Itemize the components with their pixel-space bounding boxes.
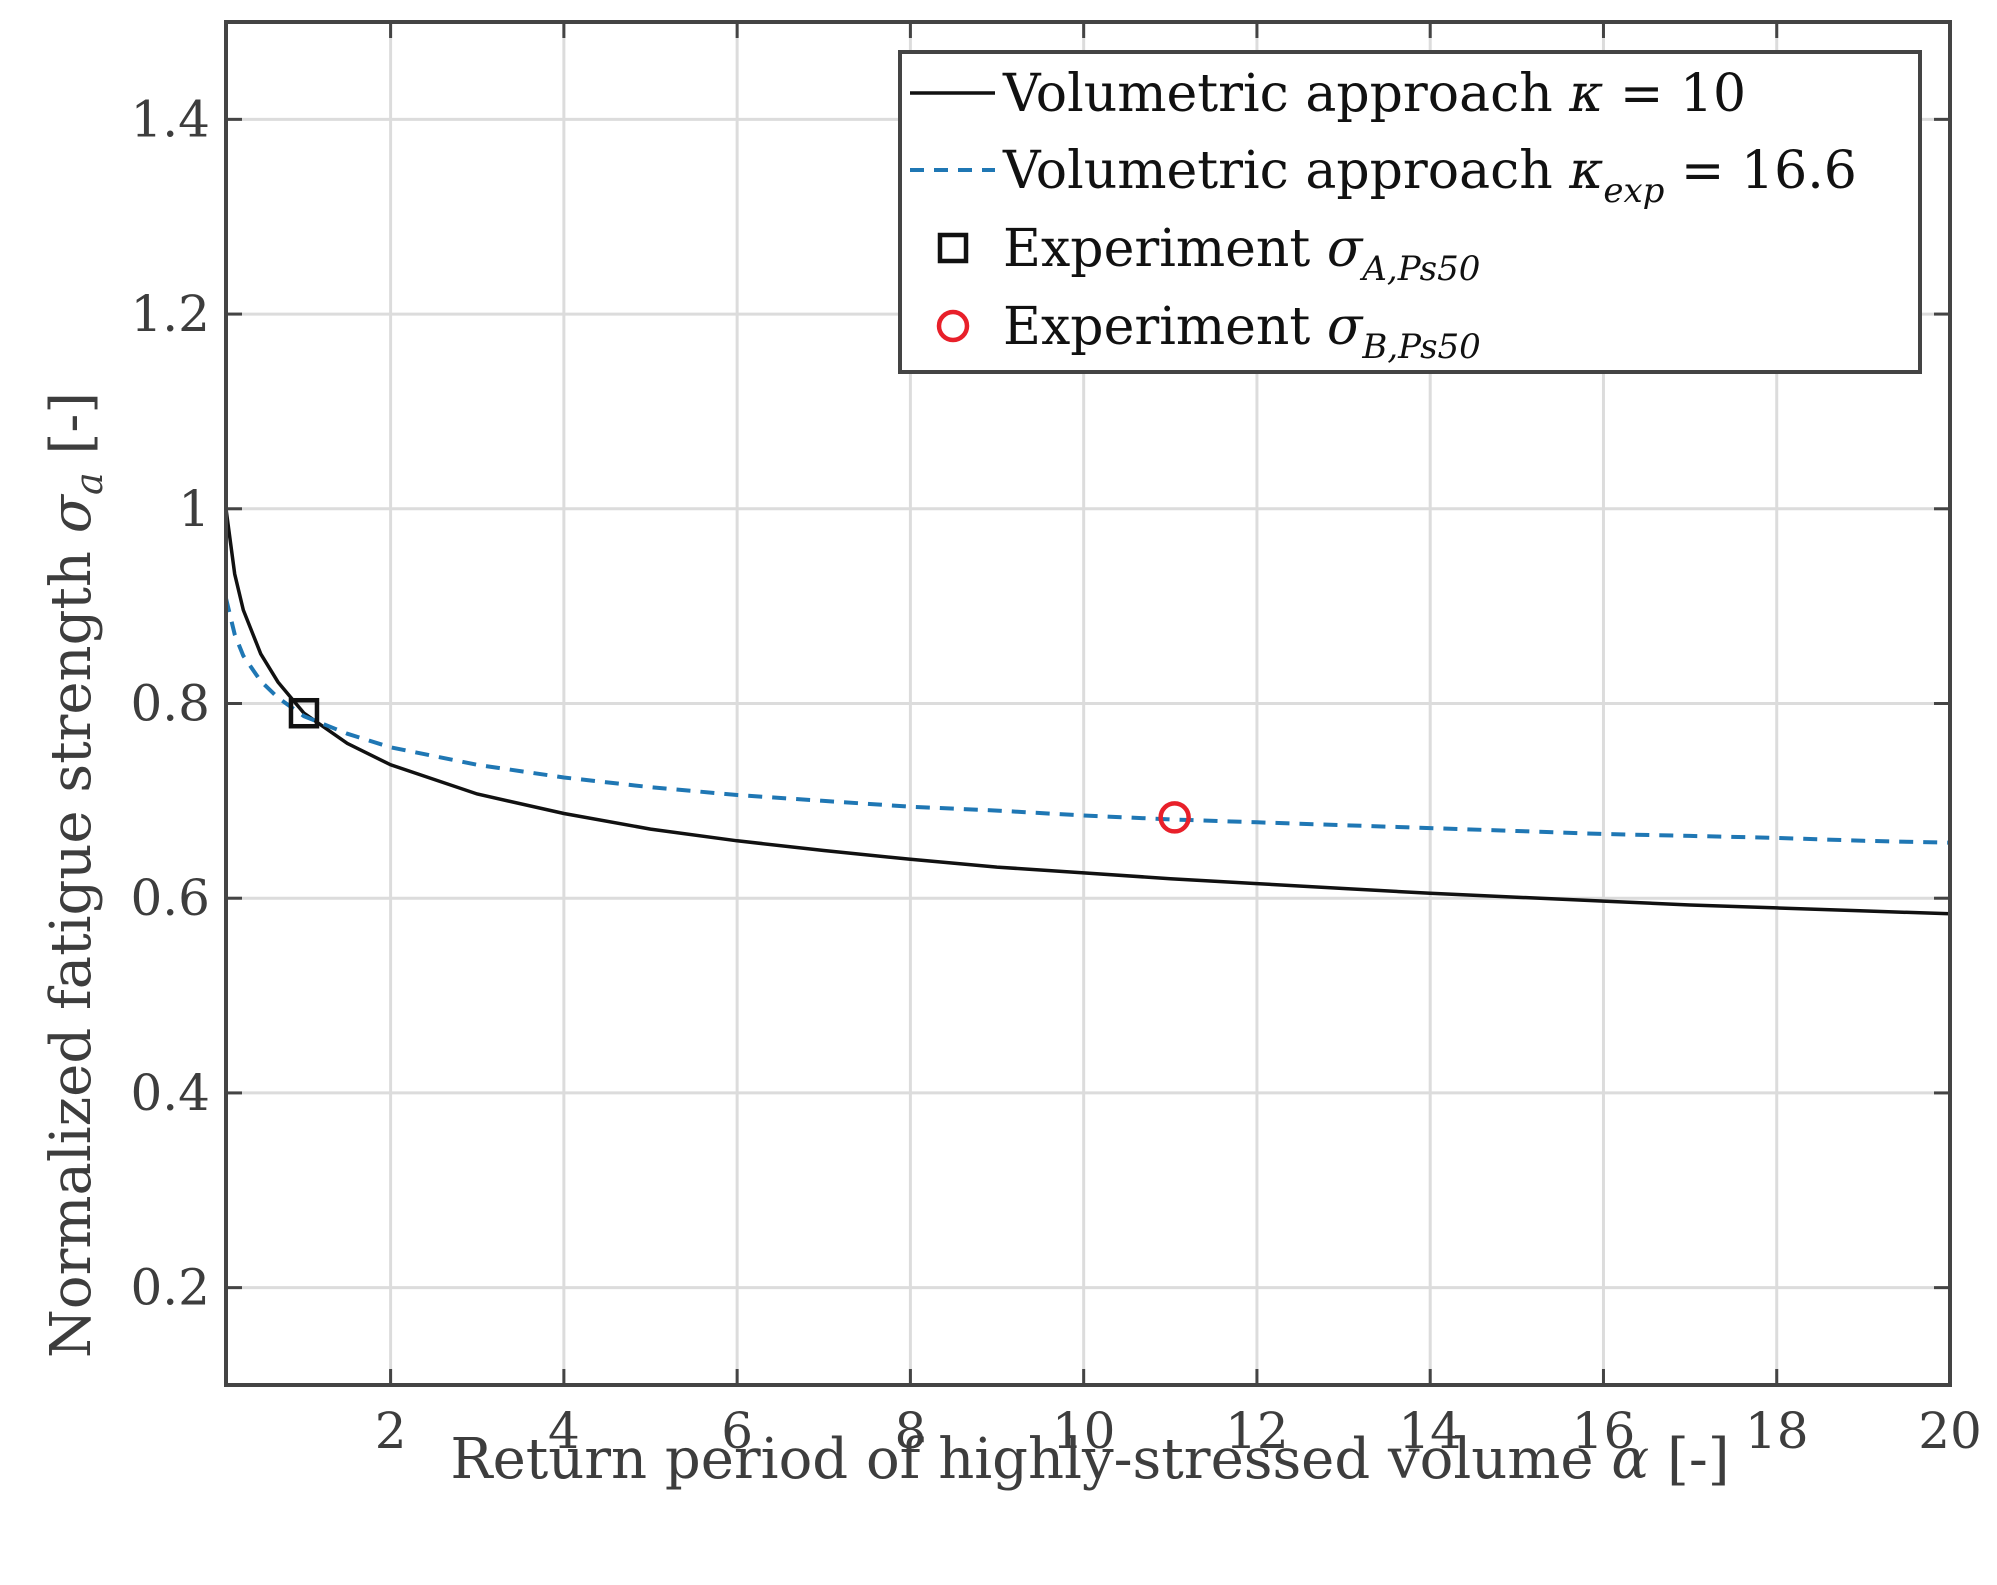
legend: Volumetric approach κ = 10 Volumetric app… — [898, 50, 1922, 374]
y-tick-label: 0.6 — [130, 869, 210, 927]
y-tick-label: 1 — [178, 480, 210, 538]
experiment-marker-circle — [1158, 801, 1191, 834]
legend-circle-swatch — [936, 309, 970, 343]
x-tick-label: 18 — [1745, 1402, 1809, 1460]
x-tick-label: 16 — [1572, 1402, 1636, 1460]
y-axis-label: Normalized fatigue strength σa [-] — [39, 392, 111, 1358]
x-tick-label: 14 — [1398, 1402, 1462, 1460]
x-axis-label: Return period of highly-stressed volume … — [450, 1427, 1729, 1492]
y-tick-label: 1.4 — [130, 90, 210, 148]
x-tick-label: 20 — [1918, 1402, 1982, 1460]
experiment-marker-square — [288, 697, 320, 729]
legend-entry-3: Experiment σA,Ps50 — [937, 219, 1480, 289]
series-line-2 — [224, 597, 1951, 845]
experiment-markers — [288, 697, 1191, 834]
legend-label: Experiment σB,Ps50 — [1003, 297, 1481, 367]
legend-entry-1: Volumetric approach κ = 10 — [910, 64, 1746, 124]
y-tick-label: 0.2 — [130, 1259, 210, 1317]
legend-label: Experiment σA,Ps50 — [1003, 219, 1480, 289]
series-line-1 — [224, 508, 1951, 916]
y-tick-label: 0.4 — [130, 1064, 210, 1122]
legend-entry-2: Volumetric approach κexp = 16.6 — [910, 141, 1857, 211]
axes — [224, 20, 1952, 1387]
legend-label: Volumetric approach κexp = 16.6 — [1002, 141, 1857, 211]
x-tick-label: 12 — [1225, 1402, 1289, 1460]
legend-entry-4: Experiment σB,Ps50 — [936, 297, 1481, 367]
x-tick-label: 10 — [1052, 1402, 1116, 1460]
y-tick-label: 1.2 — [130, 285, 210, 343]
x-tick-label: 8 — [894, 1402, 926, 1460]
legend-box — [898, 50, 1922, 374]
legend-square-swatch — [937, 232, 969, 264]
tick-labels: 2 4 6 8 10 12 14 16 18 20 0.2 0.4 0.6 0.8 1 1.2 1.4 — [130, 90, 1981, 1460]
y-tick-label: 0.8 — [130, 675, 210, 733]
series-lines — [224, 508, 1951, 916]
x-tick-label: 6 — [721, 1402, 753, 1460]
x-tick-label: 4 — [548, 1402, 580, 1460]
legend-label: Volumetric approach κ = 10 — [1002, 64, 1746, 124]
x-tick-label: 2 — [375, 1402, 407, 1460]
